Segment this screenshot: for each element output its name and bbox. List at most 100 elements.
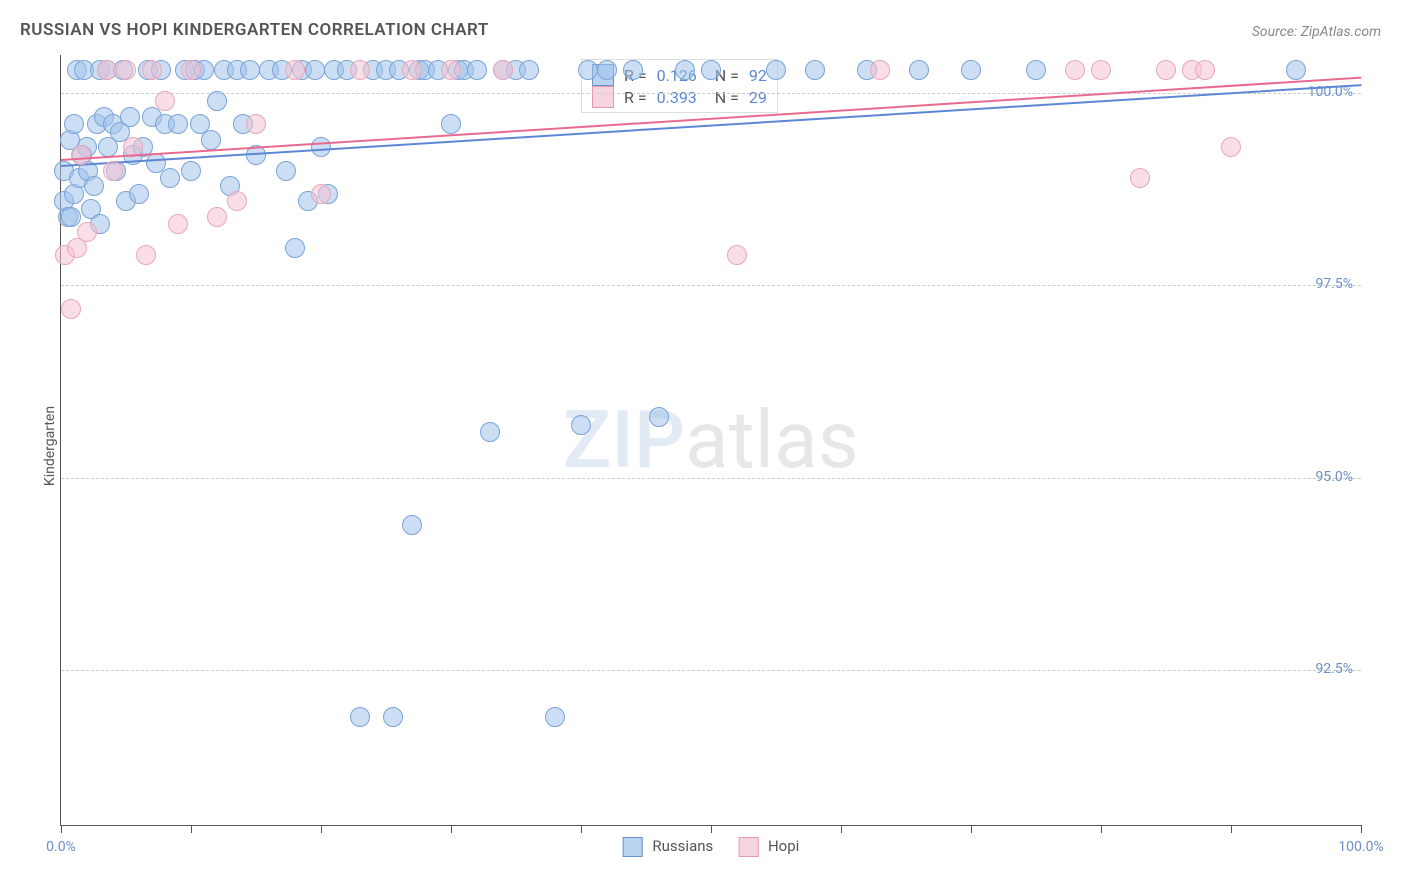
y-tick-label: 97.5% (1315, 276, 1353, 292)
scatter-point (493, 60, 513, 80)
scatter-point (168, 214, 188, 234)
x-tick (971, 825, 972, 833)
legend-item-hopi: Hopi (738, 837, 799, 857)
stats-row: R =0.393 N =29 (592, 86, 767, 108)
scatter-point (181, 161, 201, 181)
scatter-point (623, 60, 643, 80)
scatter-point (402, 60, 422, 80)
scatter-point (168, 114, 188, 134)
scatter-point (129, 184, 149, 204)
scatter-point (61, 207, 81, 227)
legend-item-russians: Russians (623, 837, 714, 857)
scatter-point (285, 60, 305, 80)
scatter-point (181, 60, 201, 80)
plot-area: ZIPatlas R =0.126 N =92R =0.393 N =29 Ru… (60, 55, 1361, 826)
scatter-point (467, 60, 487, 80)
scatter-point (1026, 60, 1046, 80)
stats-n-value: 92 (749, 66, 767, 85)
x-tick (451, 825, 452, 833)
scatter-point (909, 60, 929, 80)
scatter-point (727, 245, 747, 265)
x-tick (841, 825, 842, 833)
legend-label-hopi: Hopi (768, 837, 799, 855)
scatter-point (545, 707, 565, 727)
scatter-point (103, 161, 123, 181)
scatter-point (207, 207, 227, 227)
x-tick (321, 825, 322, 833)
chart-title: RUSSIAN VS HOPI KINDERGARTEN CORRELATION… (20, 20, 489, 40)
scatter-point (305, 60, 325, 80)
scatter-point (350, 60, 370, 80)
scatter-point (1221, 137, 1241, 157)
scatter-point (1195, 60, 1215, 80)
scatter-point (227, 191, 247, 211)
gridline (61, 478, 1361, 479)
chart-container: RUSSIAN VS HOPI KINDERGARTEN CORRELATION… (0, 0, 1406, 892)
scatter-point (350, 707, 370, 727)
scatter-point (571, 415, 591, 435)
x-tick (711, 825, 712, 833)
scatter-point (84, 176, 104, 196)
gridline (61, 285, 1361, 286)
stats-r-label: R = (624, 88, 647, 107)
scatter-point (116, 60, 136, 80)
scatter-point (1065, 60, 1085, 80)
scatter-point (246, 114, 266, 134)
x-tick (191, 825, 192, 833)
legend-label-russians: Russians (652, 837, 713, 855)
x-tick (1101, 825, 1102, 833)
scatter-point (61, 299, 81, 319)
y-tick-label: 95.0% (1315, 469, 1353, 485)
scatter-point (207, 91, 227, 111)
y-axis-label: Kindergarten (42, 406, 58, 486)
watermark-a: ZIP (563, 393, 685, 487)
scatter-point (1091, 60, 1111, 80)
scatter-point (480, 422, 500, 442)
scatter-point (97, 60, 117, 80)
x-tick (61, 825, 62, 833)
x-tick (1231, 825, 1232, 833)
gridline (61, 670, 1361, 671)
scatter-point (285, 238, 305, 258)
scatter-point (649, 407, 669, 427)
legend-swatch-hopi (738, 837, 758, 857)
scatter-point (311, 184, 331, 204)
scatter-point (578, 60, 598, 80)
scatter-point (519, 60, 539, 80)
legend-swatch-russians (623, 837, 643, 857)
x-axis-legend: Russians Hopi (623, 837, 800, 857)
scatter-point (201, 130, 221, 150)
scatter-point (805, 60, 825, 80)
scatter-point (160, 168, 180, 188)
x-tick-label: 100.0% (1338, 839, 1383, 855)
scatter-point (1286, 60, 1306, 80)
stats-n-label: N = (707, 88, 739, 107)
gridline (61, 93, 1361, 94)
scatter-point (441, 60, 461, 80)
scatter-point (701, 60, 721, 80)
scatter-point (870, 60, 890, 80)
x-tick (1361, 825, 1362, 833)
scatter-point (1130, 168, 1150, 188)
scatter-point (961, 60, 981, 80)
scatter-point (441, 114, 461, 134)
scatter-point (276, 161, 296, 181)
chart-source: Source: ZipAtlas.com (1252, 24, 1381, 40)
watermark-b: atlas (685, 393, 859, 487)
scatter-point (766, 60, 786, 80)
stats-r-value: 0.393 (657, 88, 697, 107)
scatter-point (71, 145, 91, 165)
x-tick (581, 825, 582, 833)
watermark: ZIPatlas (563, 393, 859, 487)
scatter-point (383, 707, 403, 727)
scatter-point (136, 245, 156, 265)
scatter-point (155, 91, 175, 111)
scatter-point (675, 60, 695, 80)
scatter-point (1156, 60, 1176, 80)
scatter-point (77, 222, 97, 242)
scatter-point (597, 60, 617, 80)
scatter-point (142, 60, 162, 80)
scatter-point (402, 515, 422, 535)
scatter-point (64, 114, 84, 134)
x-tick-label: 0.0% (46, 839, 76, 855)
